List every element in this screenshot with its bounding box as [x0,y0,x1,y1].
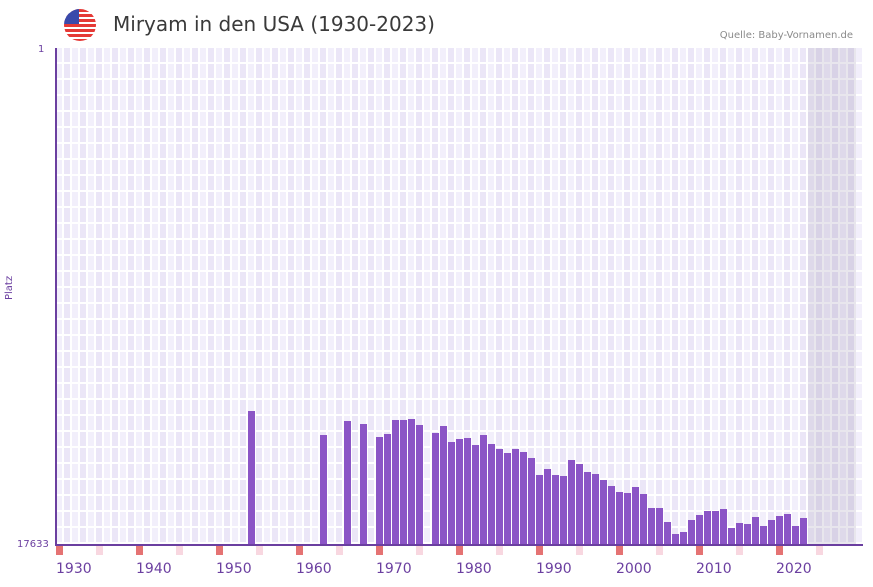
year-marker-1980 [456,546,463,555]
bar-1954[interactable] [248,411,255,545]
bar-1993[interactable] [560,476,567,545]
bar-1994[interactable] [568,460,575,545]
bar-1972[interactable] [392,420,399,545]
bar-2018[interactable] [760,526,767,545]
y-axis-line [55,48,57,546]
x-axis-label-1950: 1950 [216,561,252,577]
year-marker-1945 [176,546,183,555]
bar-1988[interactable] [520,452,527,545]
year-marker-2010 [696,546,703,555]
bar-1987[interactable] [512,449,519,545]
year-marker-2005 [656,546,663,555]
bar-1983[interactable] [480,435,487,545]
bar-1971[interactable] [384,434,391,545]
bar-1979[interactable] [448,442,455,545]
year-marker-1965 [336,546,343,555]
bar-1978[interactable] [440,426,447,545]
x-axis-label-1940: 1940 [136,561,172,577]
bar-2013[interactable] [720,509,727,545]
bar-1991[interactable] [544,469,551,545]
y-axis-top-label: 1 [38,44,45,55]
bar-2003[interactable] [640,494,647,545]
bar-2004[interactable] [648,508,655,545]
bar-2006[interactable] [664,522,671,545]
year-marker-2015 [736,546,743,555]
bar-1996[interactable] [584,472,591,545]
bar-1968[interactable] [360,424,367,545]
year-marker-1995 [576,546,583,555]
bar-2019[interactable] [768,520,775,545]
bar-2009[interactable] [688,520,695,545]
bar-1973[interactable] [400,420,407,545]
bar-2021[interactable] [784,514,791,545]
y-axis-bottom-label: 17633 [17,539,49,550]
x-axis-label-2020: 2020 [776,561,812,577]
bar-2022[interactable] [792,526,799,545]
bar-1982[interactable] [472,445,479,545]
bar-2015[interactable] [736,523,743,545]
bar-2012[interactable] [712,511,719,545]
us-flag-icon [64,9,96,41]
bar-2005[interactable] [656,508,663,545]
x-axis-line [55,544,863,546]
bar-2017[interactable] [752,517,759,545]
bar-2010[interactable] [696,515,703,545]
bar-1981[interactable] [464,438,471,545]
bar-2023[interactable] [800,518,807,545]
year-marker-1970 [376,546,383,555]
x-axis-label-1990: 1990 [536,561,572,577]
bar-2007[interactable] [672,534,679,545]
year-marker-1985 [496,546,503,555]
page-title: Miryam in den USA (1930-2023) [113,12,435,36]
bar-2014[interactable] [728,528,735,545]
x-axis-label-2010: 2010 [696,561,732,577]
future-years-shade [808,48,856,545]
year-marker-1955 [256,546,263,555]
year-marker-1930 [56,546,63,555]
bar-1974[interactable] [408,419,415,545]
bar-1977[interactable] [432,433,439,545]
bar-1984[interactable] [488,444,495,545]
bar-2008[interactable] [680,532,687,545]
year-marker-1940 [136,546,143,555]
bar-1989[interactable] [528,458,535,545]
bar-2000[interactable] [616,492,623,545]
x-axis-label-1980: 1980 [456,561,492,577]
x-axis-label-2000: 2000 [616,561,652,577]
year-marker-1990 [536,546,543,555]
year-marker-1975 [416,546,423,555]
bar-2011[interactable] [704,511,711,545]
bar-1999[interactable] [608,486,615,545]
bar-1992[interactable] [552,475,559,545]
bar-1970[interactable] [376,437,383,545]
bar-1986[interactable] [504,453,511,545]
bar-1985[interactable] [496,449,503,545]
x-axis-label-1960: 1960 [296,561,332,577]
bar-1966[interactable] [344,421,351,545]
year-marker-2025 [816,546,823,555]
bar-1990[interactable] [536,475,543,545]
bar-1998[interactable] [600,480,607,545]
source-credit: Quelle: Baby-Vornamen.de [719,30,853,41]
bar-2002[interactable] [632,487,639,545]
year-marker-1950 [216,546,223,555]
bar-2020[interactable] [776,516,783,545]
y-axis-title: Platz [4,275,15,300]
bar-1997[interactable] [592,474,599,545]
bar-1975[interactable] [416,425,423,545]
chart-plot-area [56,48,863,545]
x-axis-label-1970: 1970 [376,561,412,577]
year-marker-1960 [296,546,303,555]
bar-1980[interactable] [456,439,463,545]
year-marker-2000 [616,546,623,555]
bar-1995[interactable] [576,464,583,545]
bar-2001[interactable] [624,493,631,545]
x-axis-label-1930: 1930 [56,561,92,577]
year-marker-1935 [96,546,103,555]
year-marker-2020 [776,546,783,555]
bar-2016[interactable] [744,524,751,545]
bar-1963[interactable] [320,435,327,545]
